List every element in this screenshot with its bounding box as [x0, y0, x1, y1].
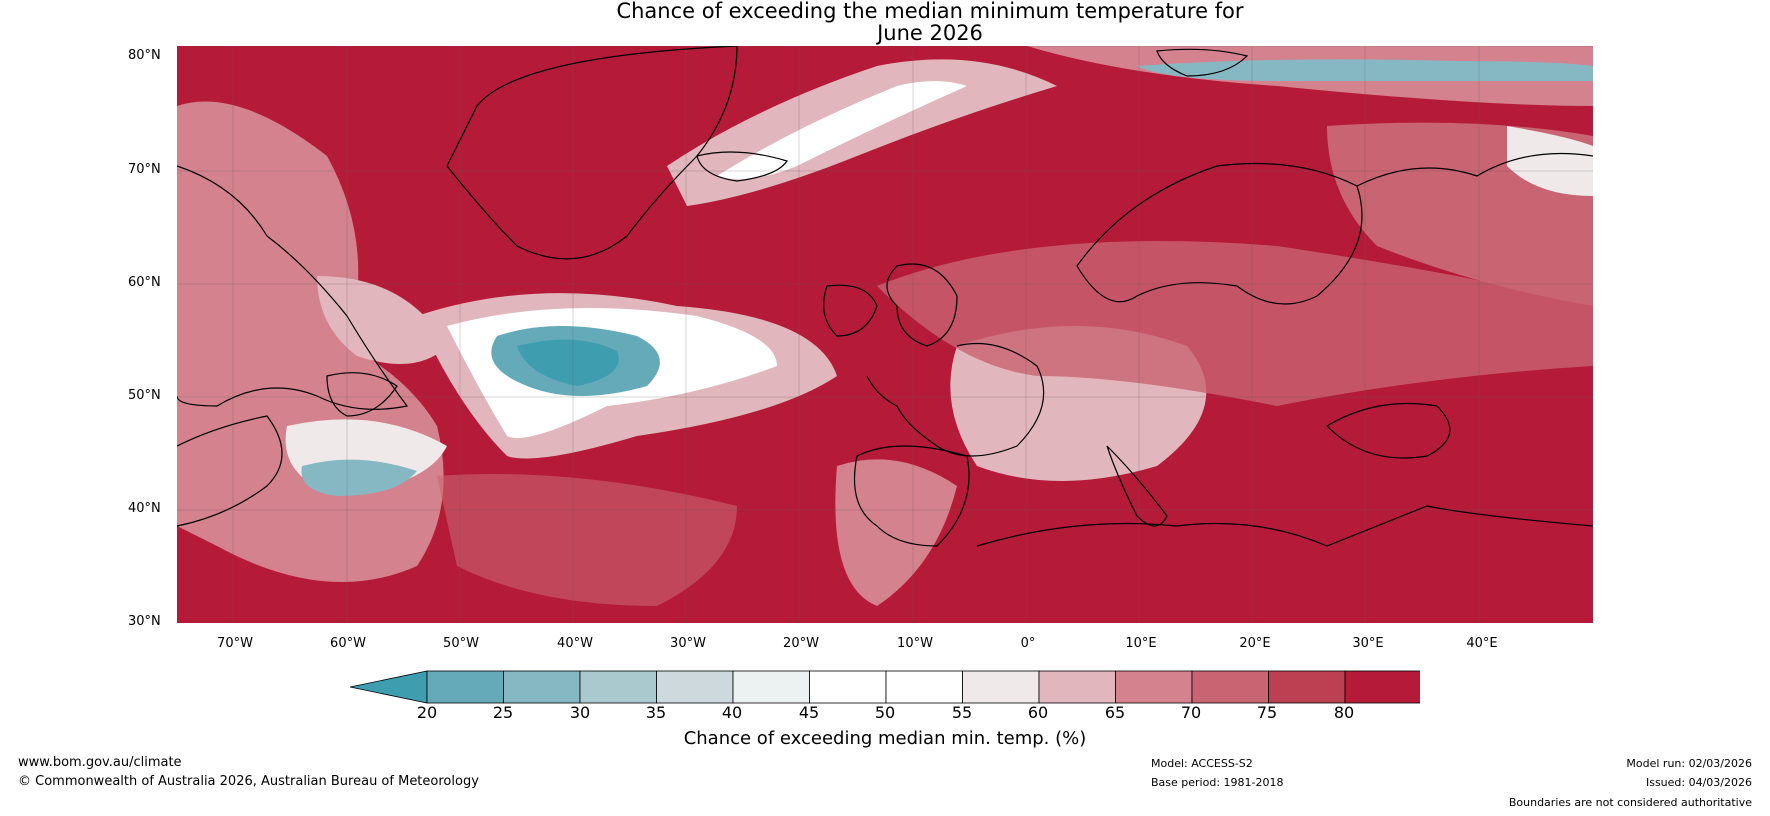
coast-iberia	[853, 445, 970, 547]
colorbar-tick: 70	[1180, 703, 1202, 722]
coast-greenland	[446, 46, 738, 260]
coast-italy	[1106, 445, 1168, 527]
map-canvas	[177, 46, 1593, 623]
coast-newfoundland	[326, 372, 398, 417]
coast-black-sea	[1326, 402, 1451, 459]
colorbar-segment	[885, 670, 963, 704]
colorbar-tick: 25	[492, 703, 514, 722]
lon-label-40w: 40°W	[557, 636, 593, 651]
map-title-line2: June 2026	[877, 21, 983, 45]
colorbar-tick: 50	[874, 703, 896, 722]
footer-base-period: Base period: 1981-2018	[1151, 776, 1284, 789]
region-europe-mid	[877, 241, 1593, 406]
colorbar-segment	[1268, 670, 1346, 704]
coast-svalbard	[1156, 48, 1249, 77]
region-gulf-blue	[301, 459, 417, 496]
lon-label-0: 0°	[1020, 636, 1036, 651]
lat-label-70n: 70°N	[128, 162, 161, 177]
colorbar-tick: 65	[1104, 703, 1126, 722]
region-labrador-pale	[317, 276, 447, 364]
region-arctic-white	[1507, 126, 1593, 196]
region-north-atlantic-core	[517, 339, 619, 386]
colorbar-segment	[809, 670, 887, 704]
lon-label-30w: 30°W	[670, 636, 706, 651]
colorbar-tick: 80	[1333, 703, 1355, 722]
lon-label-30e: 30°E	[1352, 636, 1384, 651]
footer-url: www.bom.gov.au/climate	[18, 755, 182, 770]
region-iberia-pale	[835, 459, 957, 606]
colorbar-tick: 20	[416, 703, 438, 722]
region-greenland-sea-white	[717, 81, 967, 180]
probability-map	[177, 46, 1593, 623]
lat-label-40n: 40°N	[128, 501, 161, 516]
colorbar	[350, 670, 1420, 704]
lon-label-10w: 10°W	[897, 636, 933, 651]
colorbar-segment	[1191, 670, 1269, 704]
colorbar-segment	[426, 670, 504, 704]
colorbar-segment	[579, 670, 657, 704]
graticule	[177, 46, 1593, 623]
lon-label-20w: 20°W	[783, 636, 819, 651]
coast-north-america	[177, 415, 283, 527]
colorbar-segment	[656, 670, 734, 704]
colorbar-segment	[962, 670, 1040, 704]
coast-labrador	[177, 165, 409, 410]
footer-disclaimer: Boundaries are not considered authoritat…	[1508, 796, 1752, 809]
lon-label-20e: 20°E	[1239, 636, 1271, 651]
colorbar-tick: 55	[951, 703, 973, 722]
lon-label-40e: 40°E	[1466, 636, 1498, 651]
coast-europe-west	[866, 342, 1045, 457]
coast-mediterranean	[976, 505, 1593, 547]
coast-russia-north	[1356, 152, 1593, 187]
colorbar-tick: 45	[798, 703, 820, 722]
lat-label-60n: 60°N	[128, 275, 161, 290]
footer-copyright: © Commonwealth of Australia 2026, Austra…	[18, 774, 479, 789]
coast-british-isles	[886, 263, 958, 347]
lon-label-10e: 10°E	[1125, 636, 1157, 651]
colorbar-segment	[1115, 670, 1193, 704]
footer-model: Model: ACCESS-S2	[1151, 757, 1253, 770]
colorbar-segment	[1038, 670, 1116, 704]
colorbar-tick: 60	[1027, 703, 1049, 722]
footer-issued: Issued: 04/03/2026	[1645, 776, 1752, 789]
coast-ireland	[823, 284, 878, 337]
footer-model-run: Model run: 02/03/2026	[1626, 757, 1752, 770]
coast-scandinavia	[1076, 162, 1363, 305]
colorbar-segment	[503, 670, 581, 704]
colorbar-title: Chance of exceeding median min. temp. (%…	[683, 728, 1087, 749]
lon-label-60w: 60°W	[330, 636, 366, 651]
colorbar-tick: 30	[569, 703, 591, 722]
lon-label-50w: 50°W	[443, 636, 479, 651]
colorbar-tick: 75	[1256, 703, 1278, 722]
colorbar-tick: 35	[645, 703, 667, 722]
region-atlantic-south	[437, 474, 737, 606]
lat-label-80n: 80°N	[128, 48, 161, 63]
colorbar-segment	[732, 670, 810, 704]
lat-label-50n: 50°N	[128, 388, 161, 403]
lon-label-70w: 70°W	[217, 636, 253, 651]
colorbar-segment	[1344, 670, 1420, 704]
colorbar-tick: 40	[721, 703, 743, 722]
lat-label-30n: 30°N	[128, 614, 161, 629]
map-title-line1: Chance of exceeding the median minimum t…	[616, 0, 1244, 23]
colorbar-extend-low	[350, 670, 428, 704]
